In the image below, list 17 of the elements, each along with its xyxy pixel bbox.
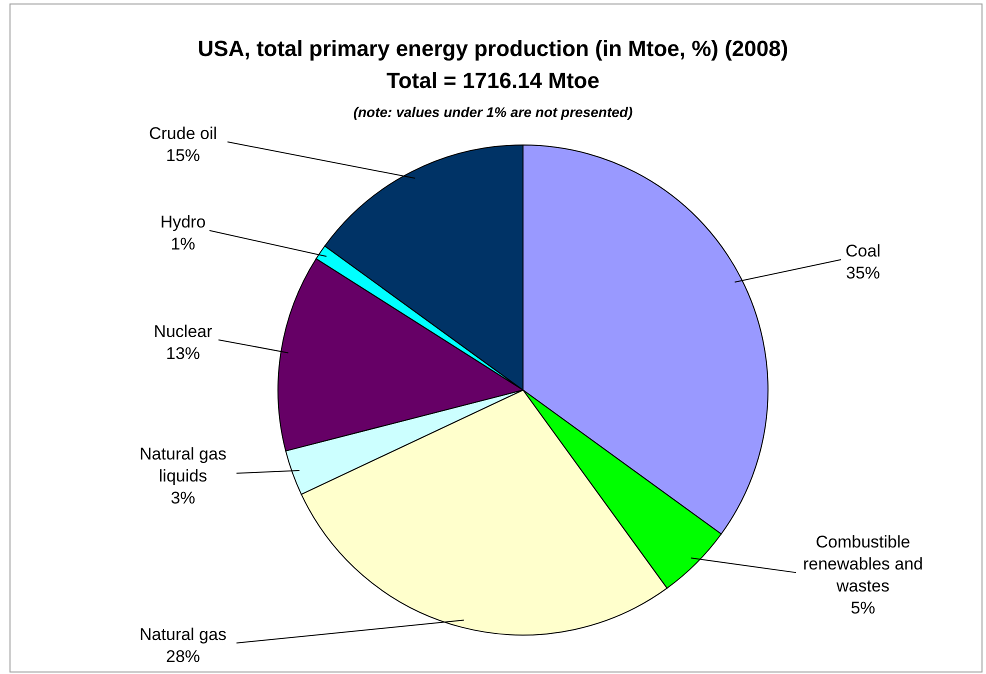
data-label: 1% <box>170 234 196 254</box>
slice-label: Crude oil <box>148 124 218 143</box>
data-label: 13% <box>166 344 200 363</box>
slice-label: Hydro <box>160 212 206 232</box>
slice-label: Natural gas liquids <box>140 444 226 486</box>
chart-subtitle: Total = 1716.14 Mtoe <box>386 68 600 93</box>
slice-label: Nuclear <box>154 322 213 341</box>
data-label: 15% <box>166 146 200 165</box>
slice-label: Natural gas <box>140 625 226 644</box>
data-label: 5% <box>850 598 876 618</box>
slice-label: Combustible renewables and wastes <box>802 532 924 596</box>
chart-title: USA, total primary energy production (in Mtoe, %) (2008) <box>198 36 788 61</box>
slice-label: Coal <box>846 242 880 261</box>
text: (note: values under 1% are not presented) <box>353 104 633 120</box>
data-label: 28% <box>166 647 200 666</box>
data-label: 3% <box>170 488 196 508</box>
data-label: 35% <box>846 264 880 283</box>
